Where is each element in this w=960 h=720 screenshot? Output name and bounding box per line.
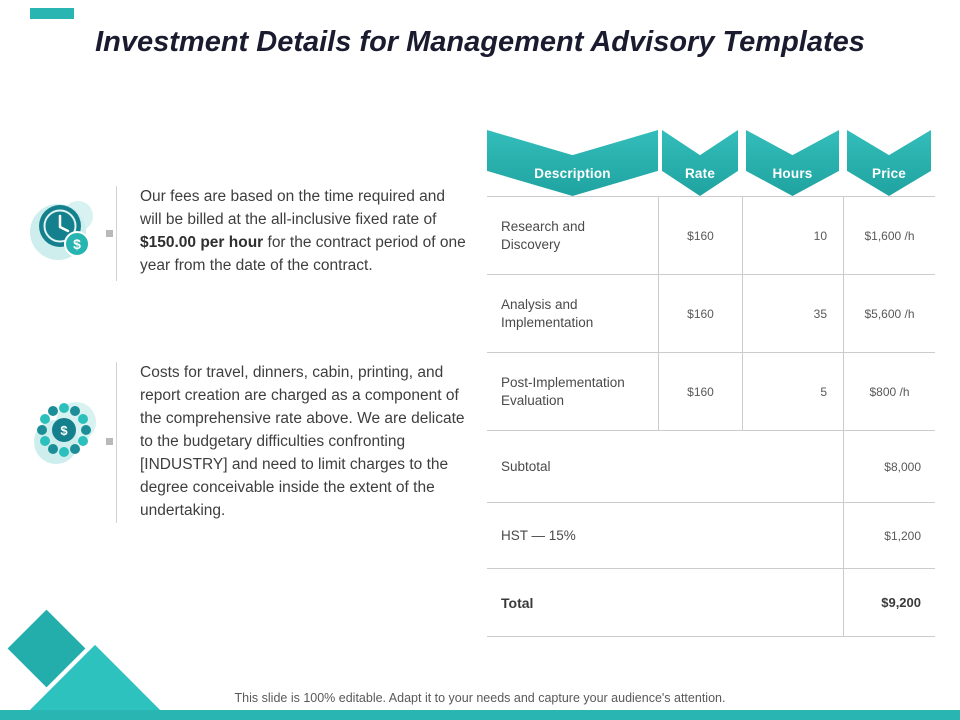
svg-text:$: $ (60, 423, 68, 438)
cell-rate: $160 (658, 353, 742, 430)
gear-dollar-icon: $ (24, 362, 116, 523)
table-row-total: Total $9,200 (487, 569, 935, 637)
bullet-square (106, 229, 113, 237)
table-header-price: Price (847, 130, 931, 196)
cell-price: $1,200 (843, 503, 935, 568)
note-fees-text: Our fees are based on the time required … (130, 186, 469, 281)
investment-table: Description Rate Hours Price Research an… (487, 130, 935, 637)
table-header-rate: Rate (662, 130, 738, 196)
cell-rate: $160 (658, 197, 742, 274)
table-row: Post-Implementation Evaluation $160 5 $8… (487, 353, 935, 431)
note-costs-text: Costs for travel, dinners, cabin, printi… (130, 362, 469, 523)
header-label: Price (871, 166, 907, 181)
table-body: Research and Discovery $160 10 $1,600 /h… (487, 196, 935, 637)
cell-price: $8,000 (843, 431, 935, 502)
cell-hours: 35 (742, 275, 843, 352)
top-accent-bar (30, 8, 74, 19)
cell-hours: 5 (742, 353, 843, 430)
cell-hours: 10 (742, 197, 843, 274)
table-header-description: Description (487, 130, 658, 196)
cell-description: Post-Implementation Evaluation (501, 374, 625, 408)
table-header-hours: Hours (746, 130, 839, 196)
cell-description: Analysis and Implementation (501, 296, 594, 330)
clock-dollar-icon: $ (24, 186, 116, 281)
note-costs: $ Costs for travel, dinners, cabin, prin… (24, 362, 469, 523)
note-fees-rate: $150.00 per hour (140, 233, 264, 251)
cell-rate: $160 (658, 275, 742, 352)
bottom-accent-bar (0, 710, 960, 720)
divider (106, 362, 130, 523)
bullet-square (106, 438, 113, 446)
cell-price: $1,600 /h (843, 197, 935, 274)
table-row-hst: HST — 15% $1,200 (487, 503, 935, 569)
note-fees-pre: Our fees are based on the time required … (140, 188, 446, 228)
svg-text:$: $ (73, 236, 81, 252)
note-costs-body: Costs for travel, dinners, cabin, printi… (140, 364, 465, 519)
cell-description: HST — 15% (501, 528, 576, 543)
cell-price: $800 /h (843, 353, 935, 430)
header-label: Hours (772, 166, 813, 181)
cell-price: $5,600 /h (843, 275, 935, 352)
header-label: Description (534, 166, 611, 181)
note-fees: $ Our fees are based on the time require… (24, 186, 469, 281)
page-title: Investment Details for Management Adviso… (95, 26, 865, 58)
table-row: Research and Discovery $160 10 $1,600 /h (487, 197, 935, 275)
table-header-row: Description Rate Hours Price (487, 130, 935, 196)
footer-note: This slide is 100% editable. Adapt it to… (234, 691, 726, 705)
table-row-subtotal: Subtotal $8,000 (487, 431, 935, 503)
table-row: Analysis and Implementation $160 35 $5,6… (487, 275, 935, 353)
cell-description: Subtotal (501, 459, 551, 474)
cell-price: $9,200 (843, 569, 935, 636)
header-label: Rate (684, 166, 716, 181)
note-fees-post: for the contract period of one year from… (140, 233, 466, 274)
cell-description: Total (501, 594, 534, 611)
cell-description: Research and Discovery (501, 218, 586, 252)
divider (106, 186, 130, 281)
